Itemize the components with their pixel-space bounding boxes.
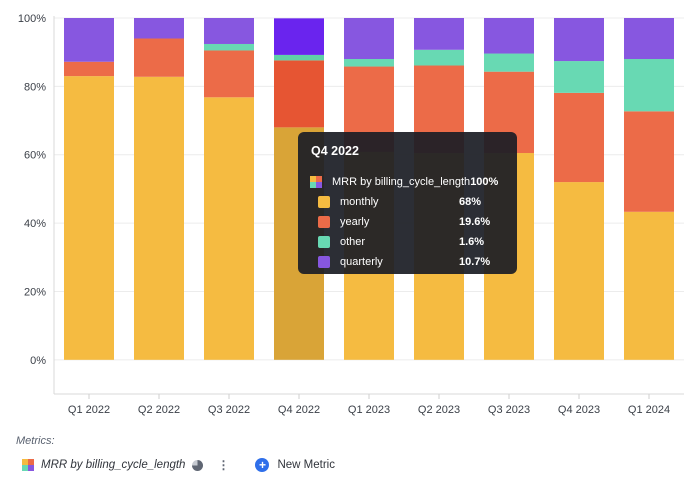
kebab-menu-icon[interactable]: ⋮ <box>217 458 230 472</box>
bar-segment-other <box>554 61 604 93</box>
y-tick-label: 60% <box>24 150 46 162</box>
y-tick-label: 80% <box>24 81 46 93</box>
bar-segment-quarterly <box>204 18 254 44</box>
tooltip-swatch-yearly <box>318 216 330 228</box>
tooltip-total-label: MRR by billing_cycle_length <box>332 176 471 188</box>
x-tick-label: Q1 2022 <box>68 404 110 416</box>
bar-segment-other <box>624 59 674 112</box>
tooltip-value-yearly: 19.6% <box>459 216 491 228</box>
plus-icon: + <box>255 458 270 472</box>
tooltip-value-other: 1.6% <box>459 236 485 248</box>
tooltip-title: Q4 2022 <box>311 144 359 158</box>
bar-segment-other <box>414 49 464 66</box>
bar-segment-other <box>204 43 254 51</box>
y-tick-label: 40% <box>24 218 46 230</box>
tooltip-value-quarterly: 10.7% <box>459 256 491 268</box>
bar-segment-yearly <box>554 92 604 183</box>
bar-segment-monthly <box>624 211 674 360</box>
tooltip-label-other: other <box>340 236 366 248</box>
tooltip-total-row: MRR by billing_cycle_length 100% <box>310 172 505 192</box>
bar-segment-yearly <box>204 50 254 98</box>
tooltip-row-yearly: yearly 19.6% <box>310 212 505 232</box>
tooltip-row-quarterly: quarterly 10.7% <box>310 252 505 272</box>
x-tick-label: Q3 2022 <box>208 404 250 416</box>
bar-segment-quarterly <box>344 18 394 60</box>
stacked-bar-chart: 0% 20% 40% 60% 80% 100% Q1 2022 Q2 2022 Q3 2022 Q… <box>18 13 684 416</box>
bar-segment-quarterly <box>274 18 324 55</box>
bar-segment-monthly <box>64 76 114 360</box>
new-metric-label: New Metric <box>277 459 335 471</box>
tooltip-row-monthly: monthly 68% <box>310 192 505 212</box>
bar-segment-yearly <box>64 61 114 77</box>
metric-name[interactable]: MRR by billing_cycle_length <box>41 459 186 471</box>
tooltip-swatch-quarterly <box>318 256 330 268</box>
x-tick-label: Q2 2023 <box>418 404 460 416</box>
y-tick-label: 100% <box>18 13 46 25</box>
bar-segment-other <box>344 59 394 67</box>
metrics-row: MRR by billing_cycle_length ⋮ + New Metr… <box>22 456 335 474</box>
new-metric-button[interactable]: + New Metric <box>255 458 335 472</box>
tooltip-label-quarterly: quarterly <box>340 256 383 268</box>
bar-segment-quarterly <box>134 18 184 39</box>
x-tick-label: Q2 2022 <box>138 404 180 416</box>
bar-segment-monthly <box>204 97 254 360</box>
bar-segment-quarterly <box>64 18 114 62</box>
y-tick-label: 0% <box>30 355 46 367</box>
tooltip-row-other: other 1.6% <box>310 232 505 252</box>
bar-segment-quarterly <box>414 18 464 50</box>
x-tick-label: Q1 2023 <box>348 404 390 416</box>
bar-segment-other <box>484 53 534 72</box>
pie-chart-icon[interactable] <box>192 459 204 471</box>
bar-segment-yearly <box>134 38 184 77</box>
bar-segment-monthly <box>554 182 604 360</box>
bar-segment-yearly <box>624 111 674 212</box>
chart-tooltip: Q4 2022 MRR by billing_cycle_length 100%… <box>298 132 517 274</box>
tooltip-label-yearly: yearly <box>340 216 370 228</box>
tooltip-label-monthly: monthly <box>340 196 379 208</box>
metric-quad-icon <box>310 176 322 188</box>
y-tick-label: 20% <box>24 286 46 298</box>
bar-segment-other <box>274 54 324 61</box>
tooltip-value-monthly: 68% <box>459 196 482 208</box>
tooltip-total-value: 100% <box>470 176 499 188</box>
metrics-label: Metrics: <box>16 435 55 447</box>
bar-segment-quarterly <box>624 18 674 60</box>
bar-segment-quarterly <box>554 18 604 62</box>
bar-segment-yearly <box>274 60 324 128</box>
tooltip-swatch-other <box>318 236 330 248</box>
bar-segment-monthly <box>134 76 184 360</box>
x-tick-label: Q4 2023 <box>558 404 600 416</box>
metric-quad-icon <box>22 459 34 471</box>
bar-segment-quarterly <box>484 18 534 54</box>
tooltip-swatch-monthly <box>318 196 330 208</box>
x-tick-label: Q1 2024 <box>628 404 670 416</box>
x-tick-label: Q4 2022 <box>278 404 320 416</box>
x-tick-label: Q3 2023 <box>488 404 530 416</box>
